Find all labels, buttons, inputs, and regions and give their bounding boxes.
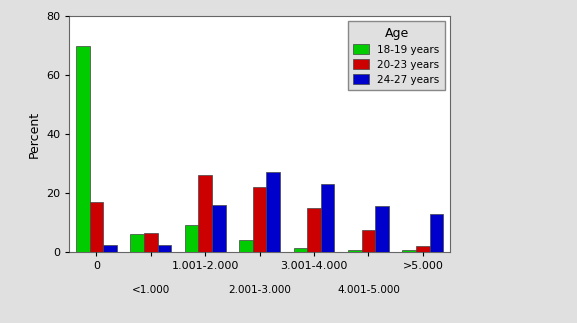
Legend: 18-19 years, 20-23 years, 24-27 years: 18-19 years, 20-23 years, 24-27 years — [349, 21, 445, 90]
Bar — [375, 206, 389, 252]
Bar — [185, 225, 198, 252]
Y-axis label: Percent: Percent — [28, 110, 40, 158]
Bar — [402, 250, 416, 252]
Bar — [158, 245, 171, 252]
Bar — [253, 187, 267, 252]
Bar — [76, 46, 89, 252]
Bar — [362, 230, 375, 252]
Bar — [89, 202, 103, 252]
Text: <1.000: <1.000 — [132, 285, 170, 295]
Text: 4.001-5.000: 4.001-5.000 — [337, 285, 400, 295]
Bar — [212, 205, 226, 252]
Bar — [103, 245, 117, 252]
Bar — [430, 214, 443, 252]
Bar — [416, 246, 430, 252]
Bar — [239, 240, 253, 252]
Bar — [130, 234, 144, 252]
Bar — [321, 184, 335, 252]
Bar — [307, 208, 321, 252]
Bar — [267, 172, 280, 252]
Text: 2.001-3.000: 2.001-3.000 — [228, 285, 291, 295]
Bar — [294, 247, 307, 252]
Bar — [348, 250, 362, 252]
Bar — [198, 175, 212, 252]
Bar — [144, 233, 158, 252]
